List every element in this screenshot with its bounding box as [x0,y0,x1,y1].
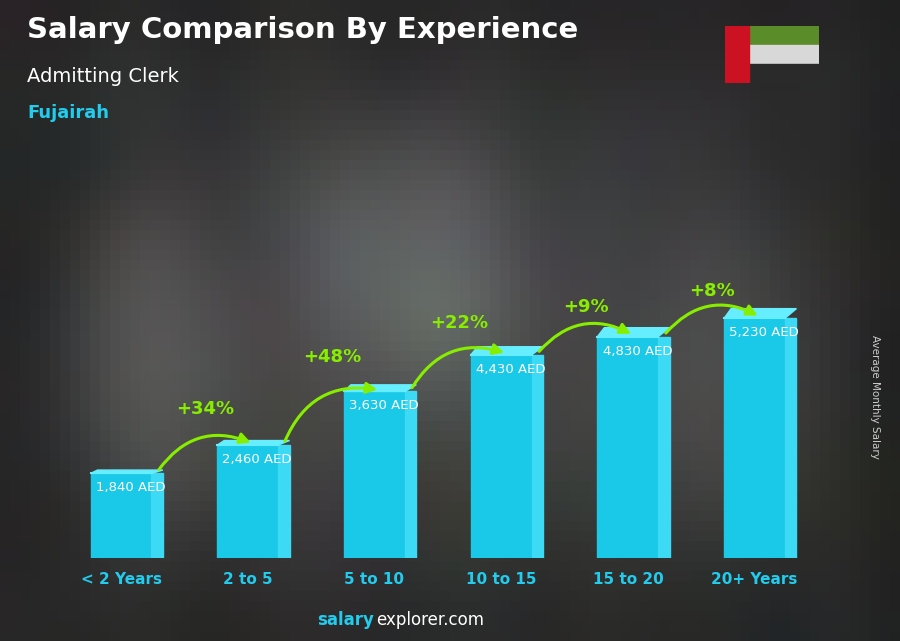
Text: +34%: +34% [176,399,234,417]
Text: +9%: +9% [562,298,608,316]
Text: Salary Comparison By Experience: Salary Comparison By Experience [27,16,578,44]
Polygon shape [785,318,796,558]
Polygon shape [405,392,417,558]
Polygon shape [91,470,163,474]
Text: 3,630 AED: 3,630 AED [349,399,418,412]
Text: +48%: +48% [303,348,361,366]
FancyArrowPatch shape [285,383,374,441]
Bar [724,64,819,83]
Text: Average Monthly Salary: Average Monthly Salary [869,335,880,460]
Bar [724,318,785,558]
Bar [724,26,819,45]
Bar [598,337,658,558]
Polygon shape [471,347,543,355]
Polygon shape [658,337,670,558]
Text: Admitting Clerk: Admitting Clerk [27,67,179,87]
Text: 2,460 AED: 2,460 AED [222,453,292,466]
Bar [471,355,532,558]
Polygon shape [724,308,796,318]
Bar [724,45,819,64]
Polygon shape [532,355,543,558]
Text: +22%: +22% [429,314,488,332]
Polygon shape [598,328,670,337]
Polygon shape [344,385,417,392]
Bar [344,392,405,558]
Text: salary: salary [317,612,373,629]
FancyArrowPatch shape [412,345,501,388]
Polygon shape [217,440,290,445]
Text: +8%: +8% [689,282,735,300]
Text: Fujairah: Fujairah [27,104,109,122]
Bar [217,445,278,558]
Bar [724,26,749,83]
Text: 5,230 AED: 5,230 AED [729,326,799,339]
Bar [91,474,151,558]
Polygon shape [278,445,290,558]
FancyArrowPatch shape [158,434,248,470]
Polygon shape [151,474,163,558]
Text: 1,840 AED: 1,840 AED [95,481,166,494]
Text: 4,830 AED: 4,830 AED [603,344,672,358]
FancyArrowPatch shape [666,305,755,333]
Text: explorer.com: explorer.com [376,612,484,629]
Text: 4,430 AED: 4,430 AED [476,363,545,376]
FancyArrowPatch shape [539,323,628,351]
